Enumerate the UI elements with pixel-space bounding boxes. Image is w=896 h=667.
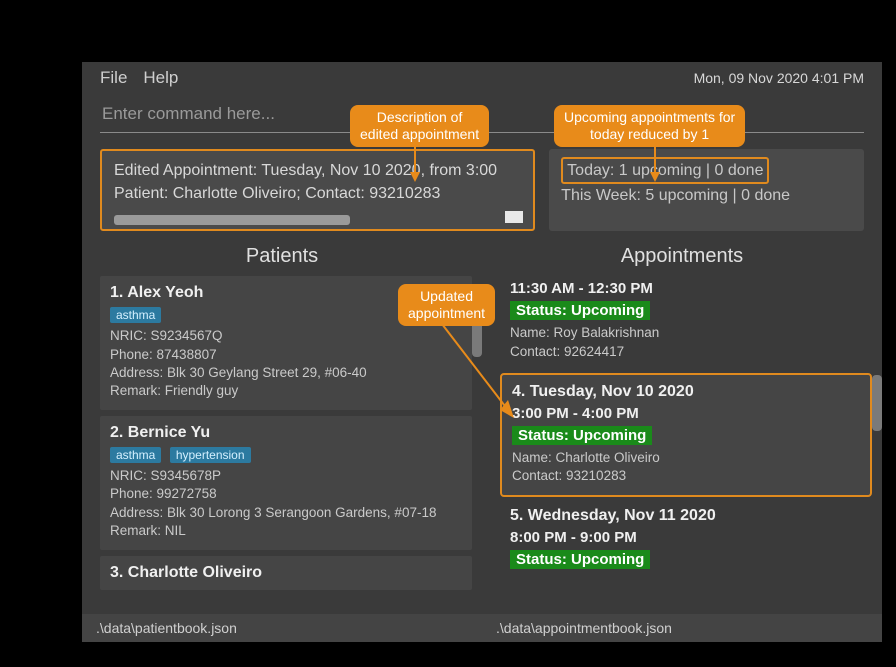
patient-tag: asthma <box>110 307 161 323</box>
appointment-name: Name: Roy Balakrishnan <box>510 324 862 342</box>
patient-name: 2. Bernice Yu <box>110 424 462 442</box>
arrow-icon <box>400 142 430 182</box>
appointment-status: Status: Upcoming <box>510 550 650 569</box>
status-bar: .\data\patientbook.json .\data\appointme… <box>82 614 882 642</box>
vscroll-thumb[interactable] <box>872 375 882 431</box>
appointment-status: Status: Upcoming <box>512 426 652 445</box>
menu-file[interactable]: File <box>100 68 127 88</box>
patient-tag: hypertension <box>170 447 251 463</box>
stats-week: This Week: 5 upcoming | 0 done <box>561 184 852 207</box>
result-hscroll-track[interactable] <box>114 215 350 225</box>
appointment-time: 3:00 PM - 4:00 PM <box>512 405 860 422</box>
patients-list[interactable]: 1. Alex Yeoh asthma NRIC: S9234567Q Phon… <box>82 276 482 614</box>
appointments-column: Appointments 11:30 AM - 12:30 PM Status:… <box>482 239 882 614</box>
result-line-1: Edited Appointment: Tuesday, Nov 10 2020… <box>114 159 521 182</box>
patients-header: Patients <box>82 239 482 276</box>
datetime-label: Mon, 09 Nov 2020 4:01 PM <box>694 70 864 86</box>
result-line-2: Patient: Charlotte Oliveiro; Contact: 93… <box>114 182 521 205</box>
patient-remark: Remark: NIL <box>110 522 462 540</box>
status-path-patients: .\data\patientbook.json <box>82 614 482 642</box>
info-row: Edited Appointment: Tuesday, Nov 10 2020… <box>82 141 882 239</box>
appointments-header: Appointments <box>482 239 882 276</box>
appointment-contact: Contact: 93210283 <box>512 467 860 485</box>
menu-help[interactable]: Help <box>143 68 178 88</box>
callout-description: Description ofedited appointment <box>350 105 489 147</box>
patient-remark: Remark: Friendly guy <box>110 382 462 400</box>
patient-name: 3. Charlotte Oliveiro <box>110 564 462 582</box>
menu-bar: File Help Mon, 09 Nov 2020 4:01 PM <box>82 62 882 92</box>
patient-nric: NRIC: S9234567Q <box>110 327 462 345</box>
result-hscroll-end[interactable] <box>505 211 523 223</box>
appointment-status: Status: Upcoming <box>510 301 650 320</box>
appointment-time: 8:00 PM - 9:00 PM <box>510 529 862 546</box>
patient-card[interactable]: 2. Bernice Yu asthma hypertension NRIC: … <box>100 416 472 550</box>
appointment-title: 4. Tuesday, Nov 10 2020 <box>512 383 860 401</box>
appointment-name: Name: Charlotte Oliveiro <box>512 449 860 467</box>
patient-address: Address: Blk 30 Lorong 3 Serangoon Garde… <box>110 504 462 522</box>
callout-updated: Updatedappointment <box>398 284 495 326</box>
appointment-card[interactable]: 5. Wednesday, Nov 11 2020 8:00 PM - 9:00… <box>500 503 872 583</box>
appointments-list[interactable]: 11:30 AM - 12:30 PM Status: Upcoming Nam… <box>482 276 882 614</box>
stats-panel: Today: 1 upcoming | 0 done This Week: 5 … <box>549 149 864 231</box>
result-panel: Edited Appointment: Tuesday, Nov 10 2020… <box>100 149 535 231</box>
appointment-card[interactable]: 11:30 AM - 12:30 PM Status: Upcoming Nam… <box>500 276 872 370</box>
appointment-time: 11:30 AM - 12:30 PM <box>510 280 862 297</box>
appointment-contact: Contact: 92624417 <box>510 343 862 361</box>
appointments-vscroll[interactable] <box>872 283 882 614</box>
patient-phone: Phone: 99272758 <box>110 485 462 503</box>
patient-card[interactable]: 3. Charlotte Oliveiro <box>100 556 472 590</box>
arrow-icon <box>640 142 670 182</box>
callout-upcoming: Upcoming appointments fortoday reduced b… <box>554 105 745 147</box>
status-path-appointments: .\data\appointmentbook.json <box>482 614 882 642</box>
patient-tag: asthma <box>110 447 161 463</box>
patient-phone: Phone: 87438807 <box>110 346 462 364</box>
appointment-title: 5. Wednesday, Nov 11 2020 <box>510 507 862 525</box>
patient-address: Address: Blk 30 Geylang Street 29, #06-4… <box>110 364 462 382</box>
arrow-icon <box>430 322 520 422</box>
patient-nric: NRIC: S9345678P <box>110 467 462 485</box>
appointment-card-highlighted[interactable]: 4. Tuesday, Nov 10 2020 3:00 PM - 4:00 P… <box>500 373 872 497</box>
